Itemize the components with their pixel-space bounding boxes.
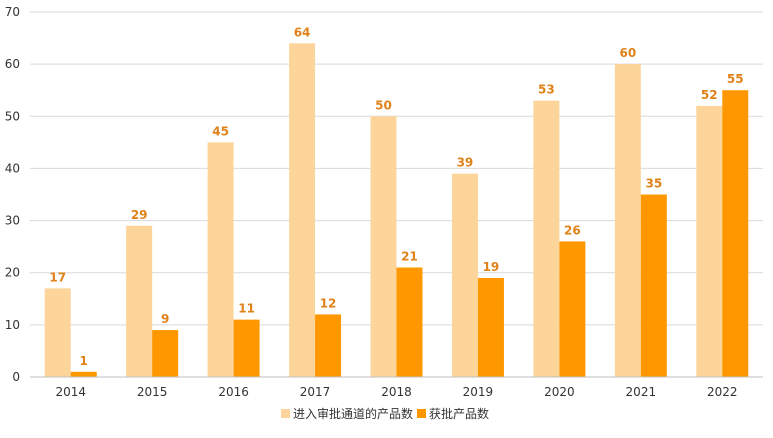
bar-approved [233, 319, 260, 377]
data-label: 12 [320, 296, 337, 310]
data-label: 64 [294, 25, 311, 39]
x-tick-label: 2015 [137, 385, 168, 399]
data-label: 35 [645, 177, 662, 191]
y-axis-ticks: 0 10 20 30 40 50 60 70 [5, 5, 20, 384]
bar-entered [370, 116, 397, 378]
x-tick-label: 2021 [626, 385, 657, 399]
data-label: 21 [401, 250, 418, 264]
bar-approved [152, 330, 179, 377]
x-tick-label: 2019 [463, 385, 494, 399]
bar-approved [315, 314, 342, 377]
bar-entered [207, 142, 234, 377]
legend-label: 进入审批通道的产品数 [293, 406, 413, 421]
legend-swatch [281, 409, 290, 418]
x-axis-ticks: 2014 2015 2016 2017 2018 2019 2020 2021 2022 [55, 385, 737, 399]
data-label: 39 [457, 156, 474, 170]
data-label: 11 [238, 302, 255, 316]
x-tick-label: 2017 [300, 385, 331, 399]
data-labels: 17 1 29 9 45 11 64 12 50 21 39 19 53 26 60 35 52 55 [49, 25, 744, 368]
bar-entered [44, 288, 71, 377]
legend-label: 获批产品数 [429, 406, 489, 421]
x-tick-label: 2016 [218, 385, 249, 399]
bar-approved [559, 241, 586, 377]
data-label: 26 [564, 223, 581, 237]
bar-approved [70, 371, 97, 377]
bar-entered [289, 43, 316, 378]
x-tick-label: 2022 [707, 385, 738, 399]
y-tick-label: 0 [12, 370, 20, 384]
bar-entered [696, 105, 723, 377]
bar-approved [477, 277, 504, 377]
data-label: 55 [727, 72, 744, 86]
bar-approved [396, 267, 423, 377]
bar-approved [640, 194, 667, 377]
legend: 进入审批通道的产品数 获批产品数 [281, 406, 489, 421]
data-label: 29 [131, 208, 148, 222]
legend-swatch [417, 409, 426, 418]
x-tick-label: 2014 [55, 385, 86, 399]
bar-approved [722, 90, 749, 377]
data-label: 45 [212, 124, 229, 138]
data-label: 1 [80, 354, 88, 368]
data-label: 17 [49, 270, 66, 284]
bar-entered [614, 64, 641, 378]
y-tick-label: 20 [5, 266, 20, 280]
y-tick-label: 50 [5, 109, 20, 123]
x-tick-label: 2020 [544, 385, 575, 399]
y-tick-label: 60 [5, 57, 20, 71]
x-tick-label: 2018 [381, 385, 412, 399]
y-tick-label: 10 [5, 318, 20, 332]
y-tick-label: 40 [5, 161, 20, 175]
bar-entered [451, 173, 478, 377]
data-label: 9 [161, 312, 169, 326]
data-label: 50 [375, 98, 392, 112]
bars [44, 43, 749, 378]
data-label: 52 [701, 88, 718, 102]
data-label: 53 [538, 83, 555, 97]
data-label: 19 [483, 260, 500, 274]
data-label: 60 [619, 46, 636, 60]
bar-entered [126, 225, 153, 377]
y-tick-label: 30 [5, 214, 20, 228]
bar-entered [533, 100, 560, 378]
y-tick-label: 70 [5, 5, 20, 19]
